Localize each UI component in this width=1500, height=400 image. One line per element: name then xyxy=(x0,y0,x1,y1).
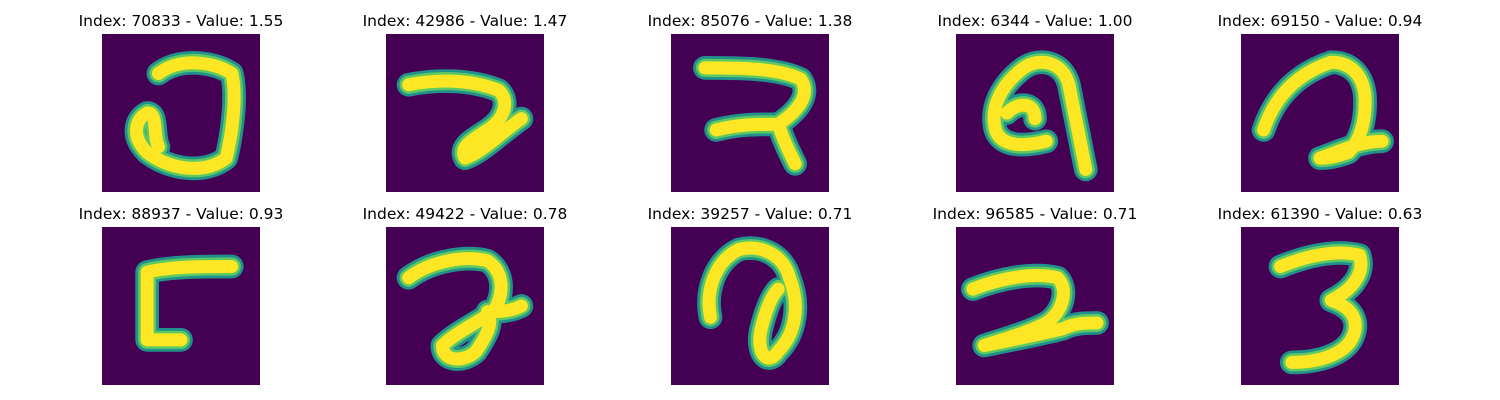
digit-image xyxy=(386,227,544,385)
digit-image xyxy=(1241,34,1399,192)
digit-stroke xyxy=(982,50,1098,182)
digit-stroke xyxy=(693,56,817,176)
panel-6: Index: 88937 - Value: 0.93 xyxy=(36,205,326,385)
panel-4: Index: 6344 - Value: 1.00 xyxy=(890,12,1180,192)
digit-image xyxy=(102,34,260,192)
panel-9: Index: 96585 - Value: 0.71 xyxy=(890,205,1180,385)
digit-stroke xyxy=(124,51,246,181)
panel-2: Index: 42986 - Value: 1.47 xyxy=(320,12,610,192)
image-background xyxy=(956,227,1114,385)
digit-stroke-layer xyxy=(702,241,802,365)
digit-image xyxy=(1241,227,1399,385)
panel-8: Index: 39257 - Value: 0.71 xyxy=(605,205,895,385)
panel-title: Index: 49422 - Value: 0.78 xyxy=(362,205,568,223)
digit-stroke xyxy=(396,69,534,170)
digit-stroke xyxy=(135,254,244,352)
panel-5: Index: 69150 - Value: 0.94 xyxy=(1175,12,1465,192)
panel-title: Index: 69150 - Value: 0.94 xyxy=(1217,12,1423,30)
panel-3: Index: 85076 - Value: 1.38 xyxy=(605,12,895,192)
panel-title: Index: 88937 - Value: 0.93 xyxy=(78,205,284,223)
digit-stroke-layer xyxy=(140,260,239,347)
panel-title: Index: 6344 - Value: 1.00 xyxy=(937,12,1133,30)
digit-stroke-layer xyxy=(402,252,528,366)
digit-stroke-layer xyxy=(1274,246,1368,369)
panel-7: Index: 49422 - Value: 0.78 xyxy=(320,205,610,385)
digit-image xyxy=(386,34,544,192)
digit-stroke-layer xyxy=(698,61,811,171)
digit-stroke-layer xyxy=(130,56,241,175)
digit-stroke xyxy=(697,236,808,370)
digit-image xyxy=(956,34,1114,192)
image-background xyxy=(102,227,260,385)
digit-image xyxy=(956,227,1114,385)
panel-title: Index: 61390 - Value: 0.63 xyxy=(1217,205,1423,223)
panel-title: Index: 70833 - Value: 1.55 xyxy=(78,12,284,30)
panel-title: Index: 85076 - Value: 1.38 xyxy=(647,12,853,30)
digit-image xyxy=(102,227,260,385)
digit-stroke-layer xyxy=(987,55,1093,176)
digit-stroke xyxy=(1251,50,1394,170)
digit-stroke xyxy=(961,263,1109,358)
panel-title: Index: 96585 - Value: 0.71 xyxy=(932,205,1138,223)
panel-title: Index: 42986 - Value: 1.47 xyxy=(362,12,568,30)
digit-stroke-layer xyxy=(1257,55,1389,165)
panel-1: Index: 70833 - Value: 1.55 xyxy=(36,12,326,192)
digit-stroke xyxy=(1268,241,1373,375)
digit-image xyxy=(671,34,829,192)
digit-stroke-layer xyxy=(966,269,1104,352)
digit-stroke-layer xyxy=(402,74,528,165)
panel-title: Index: 39257 - Value: 0.71 xyxy=(647,205,853,223)
panel-10: Index: 61390 - Value: 0.63 xyxy=(1175,205,1465,385)
digit-image xyxy=(671,227,829,385)
digit-stroke xyxy=(396,246,534,371)
